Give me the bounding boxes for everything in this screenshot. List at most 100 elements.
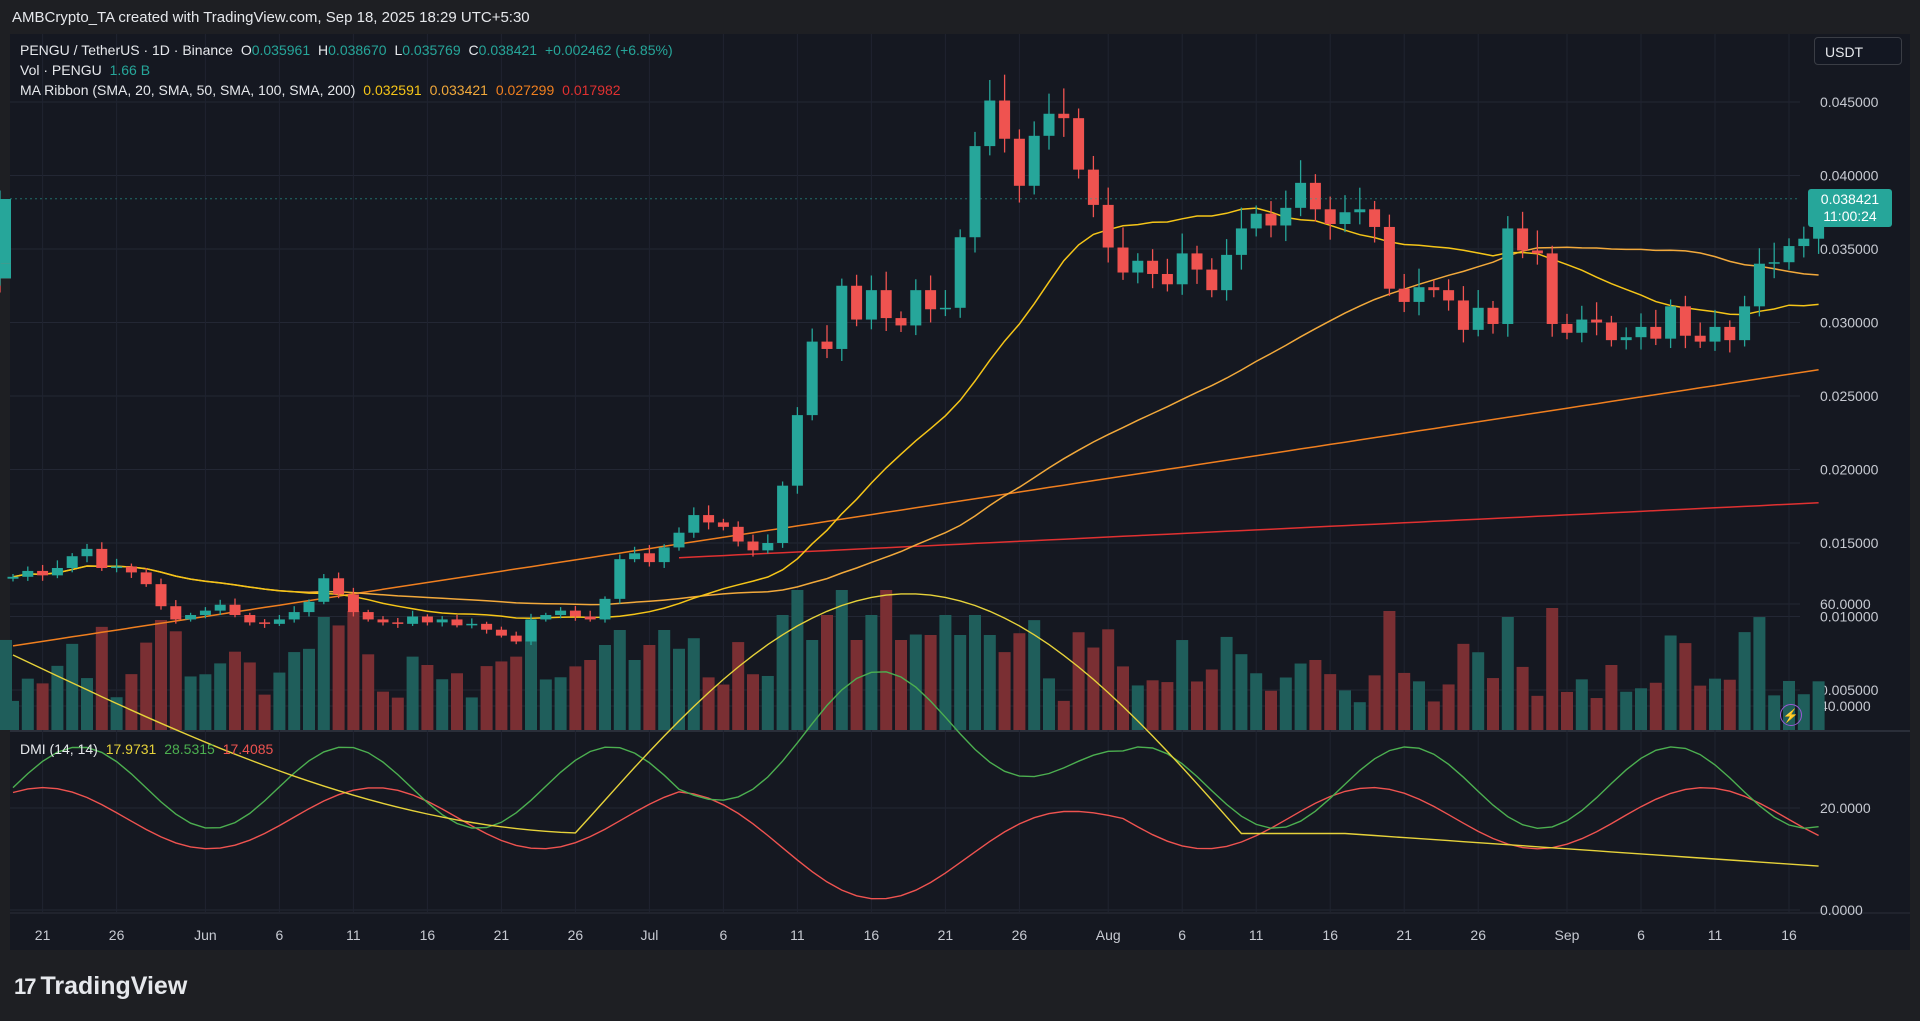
candle-body (1591, 319, 1603, 323)
volume-bar (1753, 617, 1766, 730)
candle-body (22, 570, 34, 577)
volume-bar (1561, 691, 1573, 730)
currency-button[interactable]: USDT (1814, 37, 1902, 65)
high-label: H (318, 42, 329, 58)
volume-bar (169, 631, 182, 730)
volume-bar (243, 662, 256, 730)
candle-body (1679, 306, 1691, 336)
volume-bar (569, 666, 582, 730)
candle-body (333, 578, 345, 595)
volume-bar (258, 694, 271, 730)
time-tick-label: Aug (1096, 927, 1121, 943)
candle-body (1561, 323, 1573, 333)
symbol-label[interactable]: PENGU / TetherUS · 1D · Binance (20, 42, 233, 58)
candle-body (1147, 260, 1159, 274)
volume-label[interactable]: Vol · PENGU (20, 62, 102, 78)
dmi-label[interactable]: DMI (14, 14) (20, 741, 98, 757)
candle-body (111, 566, 123, 569)
time-tick-label: Jul (640, 927, 658, 943)
volume-bar (81, 678, 93, 730)
chart-area[interactable] (10, 34, 1910, 950)
volume-bar (673, 648, 685, 730)
volume-bar (806, 640, 819, 730)
volume-bar (332, 625, 345, 730)
volume-bar (377, 691, 389, 730)
price-tick-label: 0.035000 (1820, 241, 1879, 257)
volume-bar (1131, 685, 1144, 730)
candle-body (614, 559, 626, 599)
volume-bar (1457, 643, 1470, 730)
volume-bar (140, 642, 153, 730)
candle-body (791, 415, 803, 486)
volume-bar (924, 635, 937, 730)
volume-bar (761, 675, 774, 730)
volume-bar (525, 620, 537, 730)
low-label: L (394, 42, 403, 58)
price-tick-label: 0.030000 (1820, 315, 1879, 331)
candle-body (1073, 118, 1085, 170)
adx-value: 17.9731 (105, 741, 157, 757)
ma20-line (12, 207, 1819, 619)
volume-bar (214, 663, 227, 730)
candle-body (939, 307, 951, 310)
dmi-tick-label: 40.0000 (1820, 698, 1871, 714)
minus-di-line (12, 786, 1819, 900)
candle-body (599, 598, 611, 620)
volume-bar (1738, 632, 1751, 730)
volume-bar (465, 697, 478, 730)
volume-bar (421, 665, 434, 730)
volume-bar (1117, 666, 1129, 730)
tradingview-logo[interactable]: 17 TradingView (14, 972, 187, 1001)
price-tick-label: 0.005000 (1820, 682, 1879, 698)
candle-body (1413, 287, 1425, 302)
candle-body (984, 100, 996, 147)
candle-body (1339, 212, 1351, 225)
volume-bar (628, 660, 641, 730)
candle-body (1635, 326, 1647, 338)
close-label: C (468, 42, 479, 58)
tv-logo-icon: 17 (14, 974, 37, 999)
candle-body (1709, 326, 1721, 342)
volume-bar (0, 639, 12, 730)
ma-label[interactable]: MA Ribbon (SMA, 20, SMA, 50, SMA, 100, S… (20, 82, 356, 98)
candle-body (140, 572, 152, 585)
candle-body (1028, 135, 1040, 186)
volume-bar (1413, 681, 1425, 730)
candle-body (1280, 207, 1292, 226)
flash-icon[interactable]: ⚡ (1780, 704, 1802, 726)
candle-body (629, 553, 641, 560)
candle-body (125, 566, 137, 573)
volume-bar (347, 611, 360, 730)
candle-body (1813, 225, 1825, 239)
volume-bar (495, 661, 508, 730)
change-value: +0.002462 (+6.85%) (544, 42, 673, 58)
volume-bar (1797, 694, 1810, 730)
header-bar: AMBCrypto_TA created with TradingView.co… (0, 0, 1920, 34)
volume-bar (273, 672, 286, 730)
candle-body (1058, 113, 1070, 119)
candle-body (643, 553, 655, 563)
volume-bar (317, 617, 330, 730)
volume-bar (1516, 666, 1529, 730)
volume-bar (1812, 681, 1825, 730)
volume-bar (1487, 678, 1499, 730)
time-tick-label: Sep (1555, 927, 1580, 943)
candle-body (1665, 306, 1677, 339)
volume-bar (288, 652, 301, 730)
time-tick-label: 11 (790, 927, 805, 943)
volume-bar (880, 590, 893, 730)
time-tick-label: 6 (1637, 927, 1645, 943)
dmi-legend: DMI (14, 14) 17.9731 28.5315 17.4085 (20, 741, 277, 757)
volume-bar (1546, 608, 1559, 730)
volume-bar (821, 615, 833, 730)
candle-body (273, 619, 285, 624)
volume-bar (983, 635, 996, 730)
candle-body (1502, 228, 1514, 324)
candle-body (318, 578, 330, 602)
volume-bar (1427, 701, 1440, 730)
candle-body (481, 623, 493, 630)
time-tick-label: 6 (276, 927, 284, 943)
volume-bar (1649, 682, 1662, 730)
volume-bar (1709, 678, 1721, 730)
